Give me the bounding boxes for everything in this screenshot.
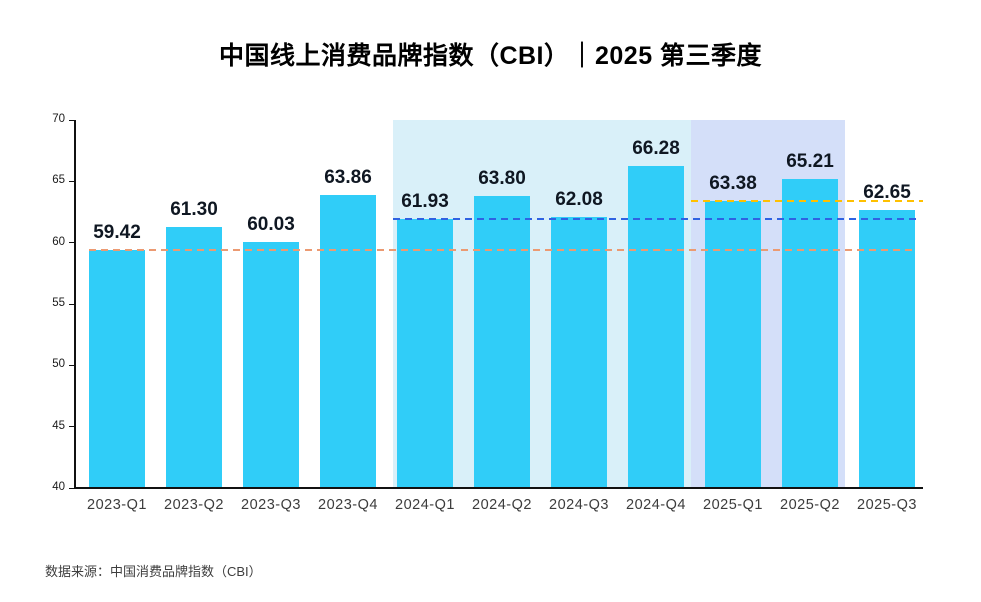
y-axis-tick (69, 180, 74, 183)
value-label: 61.30 (170, 198, 218, 220)
x-tick-label: 2024-Q1 (395, 497, 455, 513)
value-label: 66.28 (632, 137, 680, 159)
y-axis-tick (69, 426, 74, 428)
bar-2024-Q1 (397, 218, 453, 488)
chart-title: 中国线上消费品牌指数（CBI）｜2025 第三季度 (218, 42, 763, 70)
x-tick-label: 2023-Q1 (87, 497, 147, 513)
x-tick-label: 2023-Q4 (318, 497, 378, 513)
value-label: 65.21 (786, 150, 834, 172)
bar-2024-Q3 (551, 217, 607, 488)
x-tick-label: 2024-Q4 (626, 497, 686, 513)
y-tick-label: 65 (52, 174, 65, 187)
value-label: 63.80 (478, 168, 526, 190)
y-tick-label: 70 (52, 113, 65, 125)
value-label: 61.93 (401, 190, 449, 212)
value-label: 63.38 (709, 173, 757, 195)
y-axis-line (74, 120, 76, 488)
x-tick-label: 2023-Q2 (164, 497, 224, 513)
reference-line (393, 217, 916, 220)
bar-2023-Q2 (166, 226, 222, 488)
value-label: 62.65 (863, 182, 911, 204)
value-label: 59.42 (93, 221, 141, 243)
bar-2025-Q2 (782, 178, 838, 488)
y-axis-tick (69, 303, 74, 305)
y-axis-tick (69, 242, 74, 244)
x-tick-label: 2024-Q2 (472, 497, 532, 513)
y-axis-tick (69, 364, 74, 367)
x-tick-label: 2023-Q3 (241, 497, 301, 513)
bar-2025-Q1 (705, 201, 761, 488)
bar-2023-Q3 (243, 242, 299, 488)
value-label: 60.03 (247, 214, 295, 236)
y-tick-label: 45 (52, 419, 65, 432)
x-axis-line (74, 487, 923, 489)
data-source-note: 数据来源：中国消费品牌指数（CBI） (45, 564, 262, 579)
reference-line (691, 200, 923, 203)
x-tick-label: 2025-Q1 (703, 497, 763, 513)
bar-2023-Q4 (320, 195, 376, 488)
x-tick-label: 2025-Q3 (857, 497, 917, 513)
x-tick-label: 2024-Q3 (549, 497, 609, 513)
y-tick-label: 40 (52, 481, 65, 493)
bar-2024-Q2 (474, 196, 530, 488)
y-tick-label: 55 (52, 297, 65, 309)
y-axis-tick (69, 487, 74, 489)
bar-2025-Q3 (859, 210, 915, 488)
y-axis-tick (69, 119, 74, 121)
bar-2023-Q1 (89, 249, 145, 488)
value-label: 62.08 (555, 189, 603, 211)
x-tick-label: 2025-Q2 (780, 497, 840, 513)
y-tick-label: 50 (52, 358, 65, 371)
value-label: 63.86 (324, 167, 372, 189)
bar-2024-Q4 (628, 165, 684, 488)
y-tick-label: 60 (52, 235, 65, 248)
reference-line (89, 248, 916, 251)
